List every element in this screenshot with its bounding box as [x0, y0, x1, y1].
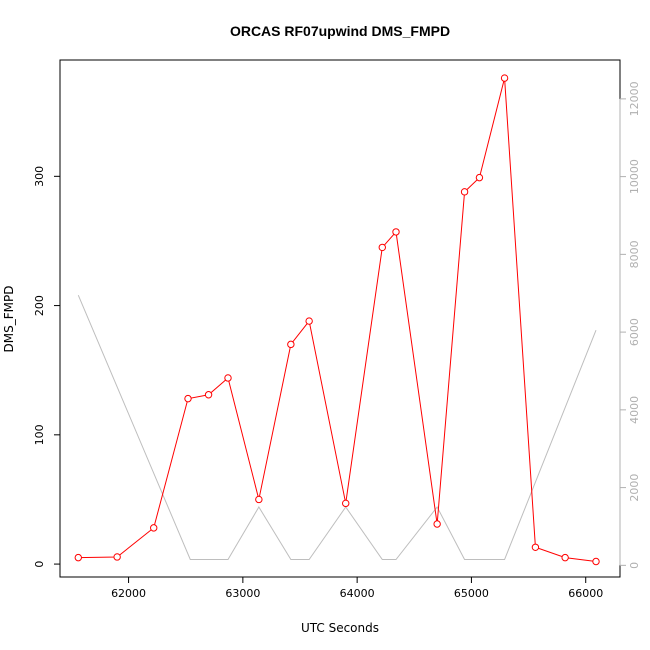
- data-point: [287, 340, 295, 349]
- right-y-tick-label: 0: [628, 562, 641, 569]
- right-y-axis: 0 2000 4000 6000 8000 10000 12000: [619, 81, 641, 569]
- data-point: [184, 394, 192, 403]
- right-y-tick-label: 6000: [628, 318, 641, 346]
- chart-title: ORCAS RF07upwind DMS_FMPD: [230, 23, 450, 39]
- x-tick-label: 63000: [225, 587, 260, 600]
- data-point: [392, 228, 400, 236]
- y-tick-label: 100: [33, 424, 46, 445]
- data-point: [255, 495, 263, 504]
- right-y-tick-label: 12000: [628, 81, 641, 116]
- plot-frame: [59, 59, 621, 578]
- primary-series-layer: [74, 74, 600, 566]
- x-tick-label: 66000: [568, 587, 603, 600]
- data-point: [305, 317, 313, 325]
- y-axis: 0 100 200 300: [33, 166, 61, 568]
- data-point: [531, 543, 540, 551]
- y-tick-label: 200: [33, 295, 46, 316]
- x-axis: 62000 63000 64000 65000 66000: [111, 576, 603, 600]
- y-tick-label: 0: [33, 561, 46, 568]
- right-y-tick-label: 2000: [628, 474, 641, 502]
- data-point: [150, 524, 158, 532]
- data-point: [561, 553, 569, 562]
- secondary-series-layer: [77, 294, 597, 561]
- x-tick-label: 64000: [340, 587, 375, 600]
- data-point: [592, 557, 600, 566]
- data-point: [342, 499, 350, 508]
- right-y-tick-label: 8000: [628, 240, 641, 268]
- x-tick-label: 62000: [111, 587, 146, 600]
- data-point: [113, 553, 121, 561]
- data-point: [475, 173, 484, 182]
- data-point: [433, 520, 441, 528]
- right-y-tick-label: 10000: [628, 159, 641, 194]
- primary-series-line: [78, 77, 597, 562]
- y-tick-label: 300: [33, 166, 46, 187]
- x-axis-label: UTC Seconds: [301, 621, 379, 635]
- data-point: [500, 74, 509, 82]
- right-y-tick-label: 4000: [628, 396, 641, 424]
- secondary-series-line: [77, 294, 597, 561]
- y-axis-label: DMS_FMPD: [2, 286, 16, 353]
- data-point: [460, 188, 469, 196]
- x-tick-label: 65000: [454, 587, 489, 600]
- data-point: [204, 391, 213, 399]
- data-point: [378, 243, 386, 252]
- data-point: [224, 374, 232, 382]
- data-point: [74, 553, 82, 562]
